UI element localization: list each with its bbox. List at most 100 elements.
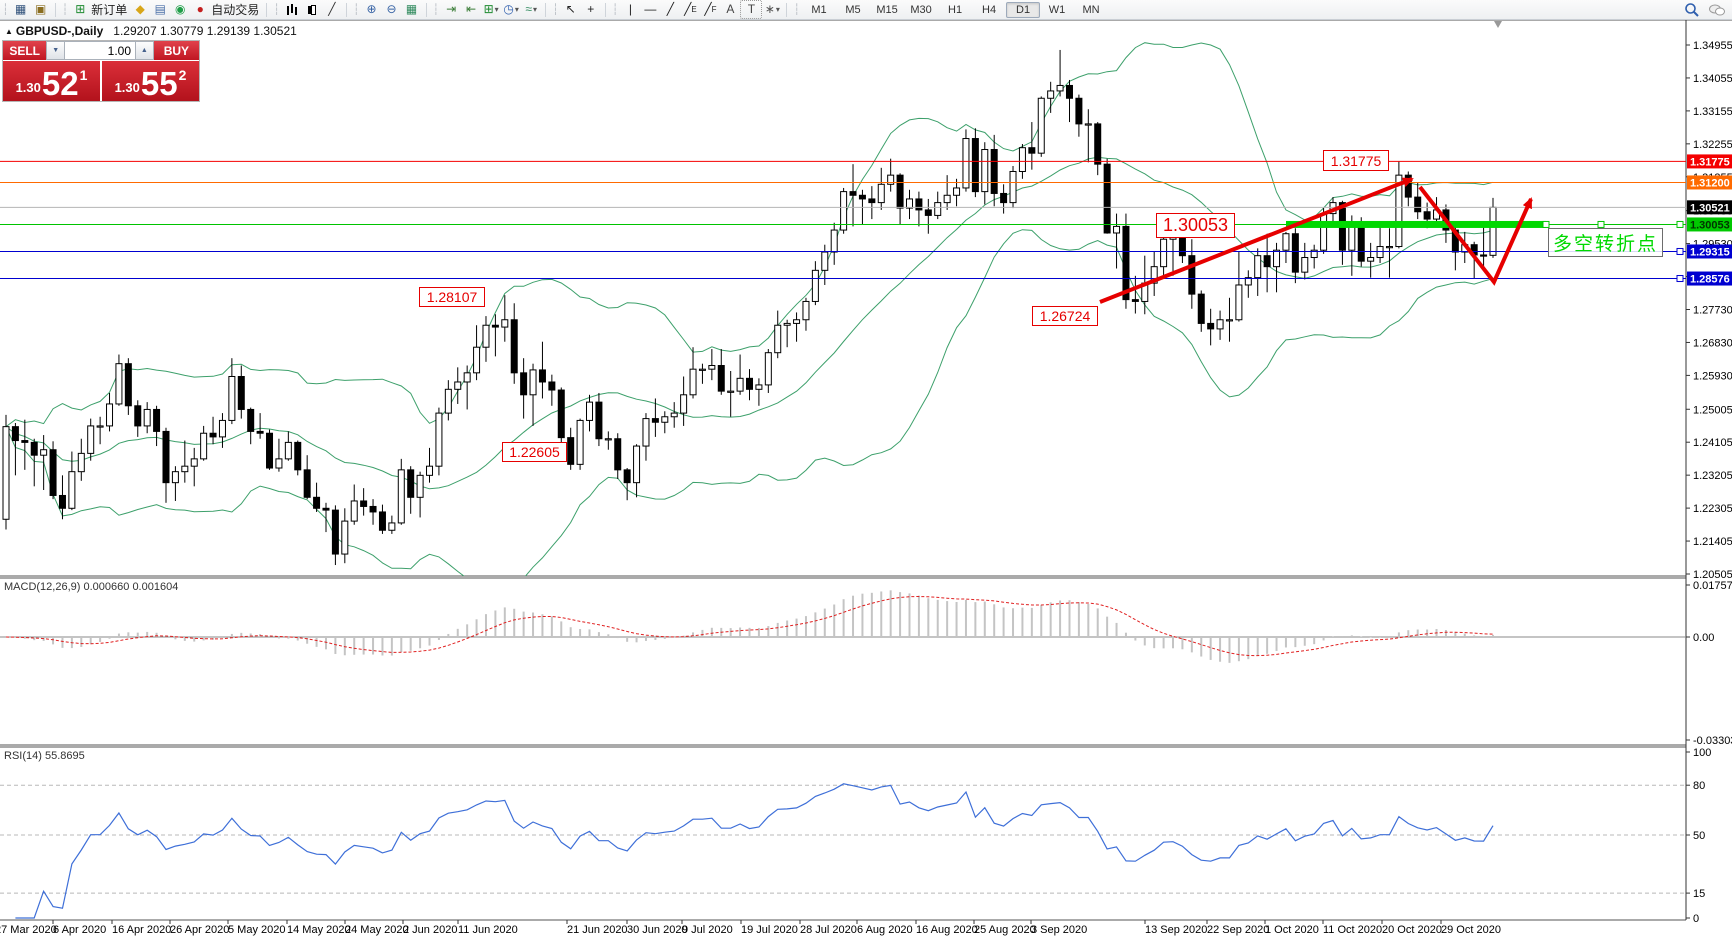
volume-decrease-button[interactable]: ▼ [46, 41, 66, 60]
line-selection-handle[interactable] [1676, 220, 1684, 228]
timeframe-d1-button[interactable]: D1 [1006, 1, 1041, 18]
timeframe-mn-button[interactable]: MN [1082, 3, 1100, 16]
chart-style-icon[interactable]: ◆ [135, 2, 145, 16]
price-callout-126724[interactable]: 1.26724 [1032, 306, 1098, 326]
new-order-dd-icon[interactable]: ⊞ ▾ [483, 2, 499, 16]
new-chart-icon[interactable]: ▦ [14, 2, 27, 16]
candlestick-icon[interactable] [302, 1, 322, 18]
zoom-out-icon[interactable]: ⊖ [386, 2, 397, 16]
date-axis-label: 16 Aug 2020 [916, 924, 978, 936]
equidistant-channel-icon[interactable]: ╱ E [684, 2, 697, 16]
fibonacci-icon[interactable]: ╱ F [704, 2, 717, 16]
volume-input[interactable] [65, 41, 136, 60]
candle-body [1273, 249, 1281, 268]
price-badge-text: 1.30053 [1690, 219, 1730, 231]
candle-body [1037, 97, 1045, 154]
line-selection-handle[interactable] [1542, 220, 1550, 228]
trendline-icon[interactable]: ╱ [666, 2, 675, 16]
candle-body [2, 426, 10, 520]
horizontal-line-icon[interactable]: — [644, 2, 657, 16]
timeframe-w1-button[interactable]: W1 [1048, 3, 1066, 16]
candle-body [981, 149, 989, 193]
price-callout-128107[interactable]: 1.28107 [419, 287, 485, 307]
candle-body [1301, 257, 1309, 273]
candle-body [1028, 147, 1036, 154]
main-toolbar: ┆ ▦ ▣ ┆ ⊞ 新订单 ◆ ▤ ◉ ● 自动交易 ┆ ╱ ┆ ⊕ ⊖ ▦ ┆ ⇥ ⇤ ⊞ ▾ ◷ ▾ ≈ ▾ ┆ ↖ + ┆ | — ╱ ╱ E… [0, 0, 1732, 20]
trend-arrow[interactable] [1418, 185, 1533, 286]
search-icon[interactable] [1684, 2, 1700, 18]
candle-body [661, 416, 669, 423]
candle-body [905, 198, 913, 209]
axis-tick-label: 50 [1693, 830, 1705, 842]
candle-body [1018, 147, 1026, 172]
print-icon[interactable]: ▤ [154, 2, 166, 16]
auto-scroll-icon[interactable]: ⇤ [466, 2, 477, 16]
candle-body [1178, 236, 1186, 257]
candle-body [49, 449, 57, 496]
buy-button[interactable]: BUY [153, 41, 199, 60]
candle-body [115, 363, 123, 405]
candle-body [58, 494, 66, 509]
candle-body [1160, 238, 1168, 268]
auto-trading-icon[interactable]: ● [196, 2, 204, 16]
text-icon[interactable]: A [726, 2, 735, 16]
chart-shift-icon[interactable]: ⇥ [446, 2, 457, 16]
cursor-icon[interactable]: ↖ [565, 2, 576, 16]
line-selection-handle[interactable] [1676, 247, 1684, 255]
candle-body [1254, 255, 1262, 279]
signal-icon[interactable]: ◉ [175, 2, 186, 16]
period-clock-icon[interactable]: ◷ ▾ [503, 2, 519, 16]
buy-price-button[interactable]: 1.30 55 2 [102, 61, 199, 101]
candle-body [444, 388, 452, 414]
timeframe-h1-button[interactable]: H1 [948, 3, 963, 16]
candle-body [190, 458, 198, 467]
support-zone-bar[interactable] [1286, 220, 1546, 228]
candle-body [642, 418, 650, 447]
chat-icon[interactable] [1708, 2, 1726, 18]
candle-body [1122, 225, 1130, 301]
timeframe-m5-button[interactable]: M5 [845, 3, 861, 16]
zoom-in-icon[interactable]: ⊕ [366, 2, 377, 16]
sell-price-button[interactable]: 1.30 52 1 [3, 61, 100, 101]
collapse-objects-icon[interactable]: ▲ [5, 27, 13, 36]
timeframe-m15-button[interactable]: M15 [876, 3, 898, 16]
macd-indicator-label: MACD(12,26,9) 0.000660 0.001604 [4, 581, 178, 593]
crosshair-icon[interactable]: + [587, 2, 595, 16]
date-axis-label: 2 Jun 2020 [403, 924, 457, 936]
axis-tick-label: 1.25930 [1693, 370, 1732, 382]
arrows-icon[interactable]: ∗ ▾ [764, 2, 780, 16]
bar-chart-icon[interactable] [282, 1, 302, 18]
tile-windows-icon[interactable]: ▦ [405, 2, 418, 16]
candle-body [21, 440, 29, 443]
chart-shift-marker[interactable] [1494, 21, 1502, 28]
sell-button[interactable]: SELL [3, 41, 47, 60]
pivot-point-text-label[interactable]: 多空转折点 [1548, 228, 1663, 257]
timeframe-m1-button[interactable]: M1 [811, 3, 827, 16]
axis-tick-label: 0.01757 [1693, 580, 1732, 592]
indicators-icon[interactable]: ≈ ▾ [525, 2, 537, 16]
volume-increase-button[interactable]: ▲ [135, 41, 154, 60]
trend-arrow[interactable] [1099, 177, 1414, 304]
axis-tick-label: 1.34055 [1693, 73, 1732, 85]
price-callout-122605[interactable]: 1.22605 [502, 442, 567, 462]
rsi-value: 55.8695 [44, 750, 85, 762]
candle-body [124, 363, 132, 407]
profiles-icon[interactable]: ▣ [34, 2, 47, 16]
vertical-line-icon[interactable]: | [628, 2, 632, 16]
candle-body [1056, 84, 1064, 92]
timeframe-m30-button[interactable]: M30 [910, 3, 932, 16]
price-callout-131775[interactable]: 1.31775 [1323, 150, 1389, 171]
date-axis-label: 20 Oct 2020 [1382, 924, 1442, 936]
new-order-icon[interactable]: ⊞ [75, 2, 86, 16]
auto-trading-label[interactable]: 自动交易 [211, 3, 260, 17]
line-selection-handle[interactable] [1597, 220, 1605, 228]
new-order-label[interactable]: 新订单 [91, 3, 128, 17]
line-selection-handle[interactable] [1676, 275, 1684, 283]
timeframe-h4-button[interactable]: H4 [982, 3, 997, 16]
buy-price-prefix: 1.30 [114, 80, 140, 95]
price-callout-130053[interactable]: 1.30053 [1156, 213, 1235, 238]
candle-body [313, 496, 321, 509]
text-label-icon[interactable]: T [740, 0, 763, 19]
line-chart-icon[interactable]: ╱ [328, 2, 336, 16]
